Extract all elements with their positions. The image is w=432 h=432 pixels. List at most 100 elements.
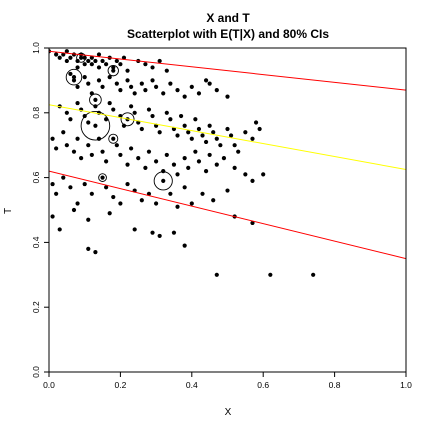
data-point (196, 126, 202, 132)
data-point (250, 136, 255, 141)
upper-ci-line (49, 50, 406, 91)
axes: 0.0 0.2 0.4 0.6 0.8 1.0 0.0 0.2 0.4 0.6 0.8 1.0 (31, 42, 412, 390)
data-point (139, 198, 144, 203)
data-point (214, 272, 219, 277)
y-tick-label: 0.8 (31, 107, 41, 119)
data-point (171, 230, 177, 235)
data-point (114, 58, 119, 64)
data-point (118, 88, 123, 93)
data-point (100, 84, 105, 89)
data-point (182, 94, 187, 99)
data-point (82, 75, 87, 80)
data-point (79, 55, 84, 60)
data-point (268, 272, 273, 277)
data-point (132, 227, 137, 232)
data-point (86, 217, 91, 222)
data-point (161, 91, 166, 96)
data-point (175, 88, 180, 93)
data-point (146, 107, 152, 112)
data-point (189, 136, 194, 141)
data-point (186, 165, 191, 170)
data-point (243, 130, 248, 135)
data-point (104, 185, 109, 190)
data-point (171, 162, 177, 167)
data-point (121, 123, 127, 128)
data-point (146, 149, 152, 154)
data-point (236, 149, 241, 154)
weight-circle (98, 173, 107, 182)
data-point (182, 243, 187, 248)
data-point (107, 211, 112, 216)
data-point (111, 107, 116, 112)
data-point (125, 78, 130, 83)
data-point (61, 130, 66, 135)
data-point (71, 78, 77, 83)
data-point (211, 130, 216, 135)
data-point (75, 84, 80, 89)
data-point (89, 55, 94, 60)
data-point (200, 191, 205, 196)
plot-area (49, 49, 406, 277)
weight-circle (120, 112, 135, 127)
data-point (118, 62, 123, 67)
weight-circle (80, 111, 111, 141)
data-point (61, 52, 66, 57)
data-point (207, 81, 212, 86)
data-point (96, 78, 102, 83)
data-point (71, 75, 77, 80)
x-tick-label: 0.0 (43, 380, 55, 390)
data-point (82, 181, 87, 187)
data-point (54, 52, 59, 57)
data-point (68, 185, 73, 190)
data-point (96, 65, 102, 70)
data-point (150, 78, 155, 83)
plot-frame (48, 47, 407, 373)
data-point (225, 126, 230, 132)
data-point (111, 136, 116, 141)
data-point (161, 178, 166, 183)
data-point (89, 62, 94, 67)
data-point (189, 201, 194, 206)
data-point (203, 139, 209, 145)
data-point (250, 220, 255, 226)
data-point (207, 123, 212, 128)
data-point (75, 100, 80, 106)
data-point (157, 233, 162, 239)
data-point (125, 181, 130, 187)
y-tick-label: 0.0 (31, 366, 41, 378)
data-point (193, 117, 198, 122)
data-point (150, 65, 155, 70)
data-point (139, 81, 144, 86)
weight-circle (89, 93, 102, 107)
data-point (139, 126, 144, 132)
data-point (86, 120, 91, 125)
data-point (50, 181, 55, 187)
y-tick-label: 0.4 (31, 236, 41, 248)
data-point (214, 162, 219, 167)
data-point (154, 201, 159, 206)
expected-line (49, 104, 406, 170)
data-point (114, 81, 119, 86)
data-point (75, 65, 80, 70)
data-point (161, 169, 166, 174)
data-point (129, 84, 134, 89)
data-point (232, 165, 237, 170)
data-point (82, 62, 87, 67)
data-point (168, 191, 173, 196)
data-point (221, 156, 227, 161)
data-point (96, 52, 102, 57)
data-point (61, 175, 66, 180)
data-point (125, 162, 130, 167)
data-point (93, 123, 98, 128)
data-point (54, 191, 59, 196)
data-point (214, 88, 219, 93)
chart-subtitle: Scatterplot with E(T|X) and 80% CIs (127, 27, 329, 41)
data-point (107, 75, 112, 80)
data-point (54, 146, 59, 151)
data-point (114, 143, 119, 148)
data-point (104, 62, 109, 67)
data-point (79, 156, 84, 161)
data-point (182, 156, 187, 161)
data-point (86, 246, 91, 251)
data-point (196, 91, 202, 96)
